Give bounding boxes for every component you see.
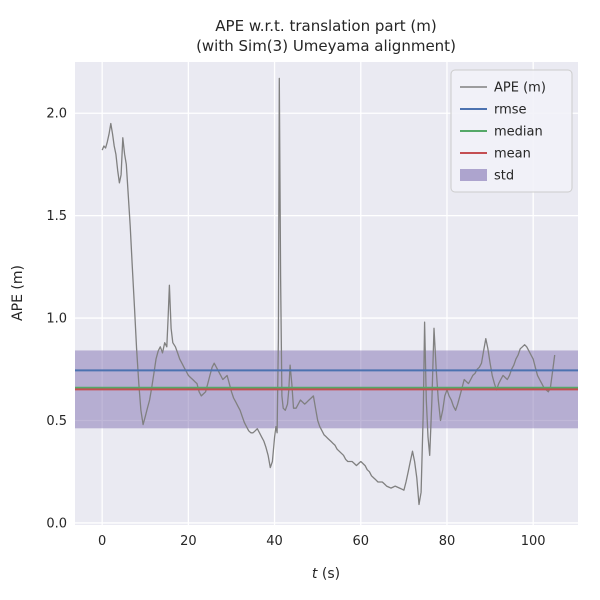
ape-line (101, 77, 556, 506)
y-tick-label: 1.0 (46, 312, 67, 327)
legend-label-rmse: rmse (494, 103, 527, 118)
series-group (101, 77, 556, 506)
tick-labels: 0 20 40 60 80 100 0.0 0.5 1.0 1.5 2.0 (46, 107, 545, 549)
chart-subtitle: (with Sim(3) Umeyama alignment) (196, 37, 456, 55)
x-tick-label: 80 (439, 534, 456, 549)
y-axis-label: APE (m) (10, 265, 26, 321)
x-axis-label-var: t (312, 566, 318, 582)
y-tick-label: 0.0 (46, 516, 67, 531)
legend-label-std: std (494, 169, 514, 184)
legend-label-ape: APE (m) (494, 81, 546, 96)
x-tick-label: 100 (521, 534, 546, 549)
x-tick-label: 40 (266, 534, 283, 549)
y-tick-label: 2.0 (46, 107, 67, 122)
chart-title: APE w.r.t. translation part (m) (215, 17, 436, 35)
legend-label-median: median (494, 125, 543, 140)
x-axis-label-unit: (s) (317, 566, 340, 582)
x-axis-label: t (s) (312, 566, 340, 582)
legend-swatch-std (460, 169, 487, 181)
legend-box (450, 69, 573, 193)
legend-group: APE (m) rmse median mean std (450, 69, 573, 193)
x-tick-label: 20 (180, 534, 197, 549)
x-tick-label: 0 (98, 534, 106, 549)
y-tick-label: 0.5 (46, 414, 67, 429)
x-tick-label: 60 (352, 534, 369, 549)
stat-lines-group (75, 369, 578, 391)
legend-label-mean: mean (494, 147, 531, 162)
y-tick-label: 1.5 (46, 209, 67, 224)
